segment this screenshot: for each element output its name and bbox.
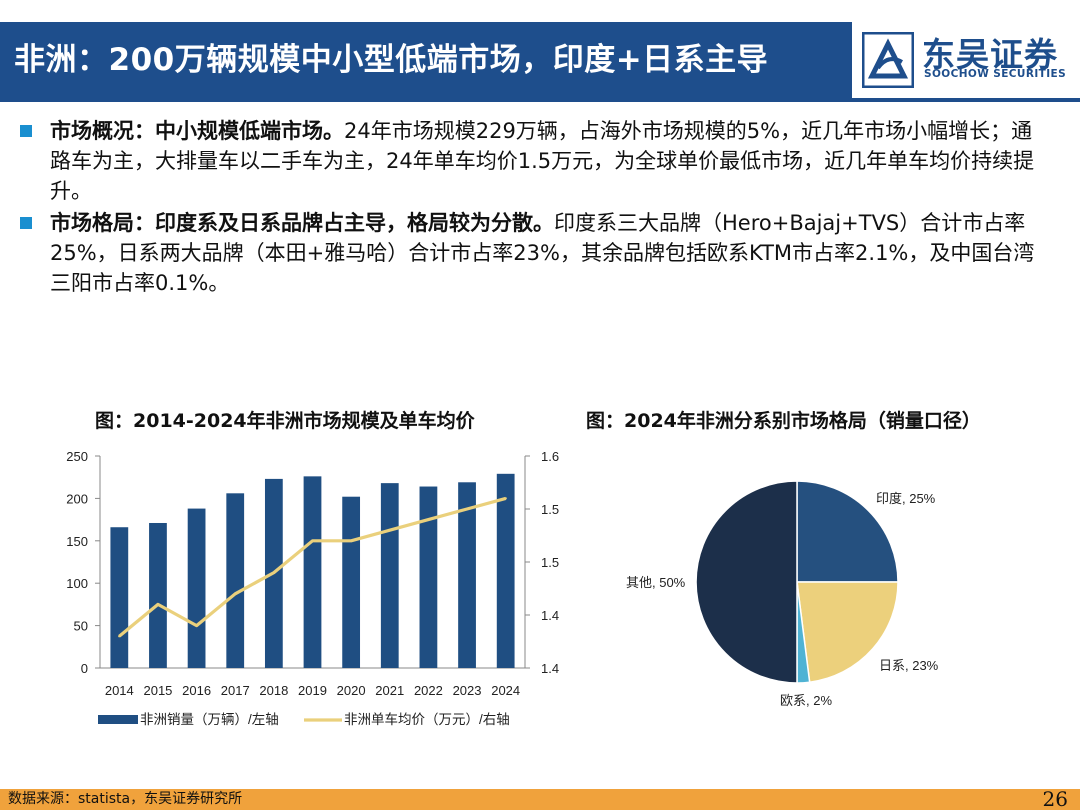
left-tick-label: 250	[66, 449, 88, 464]
bar-2021	[380, 483, 399, 668]
footer-bar: 数据来源：statista，东吴证券研究所 26	[0, 787, 1080, 810]
pie-label-0: 印度, 25%	[876, 491, 936, 506]
bar-2023	[458, 482, 476, 668]
soochow-logo-icon	[862, 32, 914, 88]
logo-en-text: SOOCHOW SECURITIES	[924, 68, 1067, 80]
x-tick-label: 2014	[105, 683, 134, 698]
combo-chart: 0 50 100 150 200 250 1.4 1.4 1.5 1.5 1.6 2014 2015 20…	[66, 449, 559, 727]
price-point-2023	[465, 507, 469, 511]
bar-2019	[303, 476, 322, 668]
right-tick-label: 1.4	[541, 661, 559, 676]
page-number: 26	[1042, 787, 1068, 810]
bullet-item-landscape: 市场格局：印度系及日系品牌占主导，格局较为分散。印度系三大品牌（Hero+Baj…	[20, 208, 1050, 298]
left-tick-label: 150	[66, 534, 88, 549]
x-tick-label: 2015	[143, 683, 172, 698]
x-tick-label: 2019	[298, 683, 327, 698]
chart-title-pie: 图：2024年非洲分系别市场格局（销量口径）	[586, 410, 981, 432]
bullet-body: 24年市场规模229万辆，占海外市场规模的5%，近几年市场小幅增长；通路车为主，…	[50, 119, 1035, 203]
price-point-2018	[272, 571, 276, 574]
legend-label-price: 非洲单车均价（万元）/右轴	[344, 711, 510, 727]
price-point-2014	[118, 635, 121, 638]
x-tick-label: 2022	[414, 683, 443, 698]
pie-label-3: 其他, 50%	[626, 575, 686, 590]
right-tick-label: 1.4	[541, 608, 559, 623]
bar-2016	[187, 508, 206, 668]
price-point-2015	[156, 603, 160, 606]
right-tick-label: 1.6	[541, 449, 559, 464]
left-tick-label: 0	[81, 661, 88, 676]
bar-2015	[149, 522, 167, 668]
legend-label-sales: 非洲销量（万辆）/左轴	[140, 712, 279, 727]
title-bar: 非洲：200万辆规模中小型低端市场，印度+日系主导	[0, 22, 852, 98]
x-tick-label: 2017	[221, 683, 250, 698]
bar-2017	[226, 493, 245, 668]
bullet-body: 印度系三大品牌（Hero+Bajaj+TVS）合计市占率25%，日系两大品牌（本…	[50, 211, 1035, 295]
header-rule	[0, 98, 1080, 102]
right-tick-label: 1.5	[541, 555, 559, 570]
bullet-list: 市场概况：中小规模低端市场。24年市场规模229万辆，占海外市场规模的5%，近几…	[20, 116, 1050, 300]
bar-2020	[342, 496, 361, 668]
bar-2022	[419, 486, 438, 668]
x-tick-label: 2016	[182, 683, 211, 698]
bullet-heading: 市场概况：中小规模低端市场。	[50, 119, 344, 143]
company-logo: 东吴证券 SOOCHOW SECURITIES	[858, 24, 1073, 96]
page-title: 非洲：200万辆规模中小型低端市场，印度+日系主导	[14, 42, 769, 78]
chart-title-market-size: 图：2014-2024年非洲市场规模及单车均价	[95, 410, 475, 432]
x-tick-label: 2024	[491, 683, 520, 698]
bullet-item-overview: 市场概况：中小规模低端市场。24年市场规模229万辆，占海外市场规模的5%，近几…	[20, 116, 1050, 206]
pie-label-2: 欧系, 2%	[780, 693, 832, 708]
pie-chart: 印度, 25% 日系, 23% 欧系, 2% 其他, 50%	[626, 480, 939, 708]
price-point-2021	[388, 529, 391, 532]
bar-2014	[110, 527, 129, 668]
footer-source: 数据来源：statista，东吴证券研究所	[8, 791, 243, 807]
x-tick-label: 2021	[375, 683, 404, 698]
right-tick-label: 1.5	[541, 502, 559, 517]
price-point-2016	[195, 624, 198, 627]
left-tick-label: 50	[74, 619, 88, 634]
x-tick-label: 2020	[337, 683, 366, 698]
logo-cn-text: 东吴证券	[922, 35, 1058, 74]
legend-swatch-sales	[98, 715, 138, 724]
pie-slice-0	[796, 480, 899, 583]
bullet-square-icon	[20, 125, 32, 137]
pie-slice-1	[796, 581, 899, 684]
left-tick-label: 200	[66, 491, 88, 506]
price-point-2022	[427, 518, 430, 521]
left-tick-label: 100	[66, 576, 88, 591]
pie-label-1: 日系, 23%	[879, 658, 939, 673]
price-point-2020	[349, 539, 353, 542]
bullet-square-icon	[20, 217, 32, 229]
bullet-heading: 市场格局：印度系及日系品牌占主导，格局较为分散。	[50, 211, 554, 235]
price-point-2017	[234, 592, 237, 595]
x-tick-label: 2018	[259, 683, 288, 698]
price-point-2024	[504, 497, 507, 500]
x-tick-label: 2023	[453, 683, 482, 698]
bar-2024	[496, 473, 515, 668]
pie-slice-3	[695, 480, 798, 684]
price-point-2019	[311, 539, 314, 542]
